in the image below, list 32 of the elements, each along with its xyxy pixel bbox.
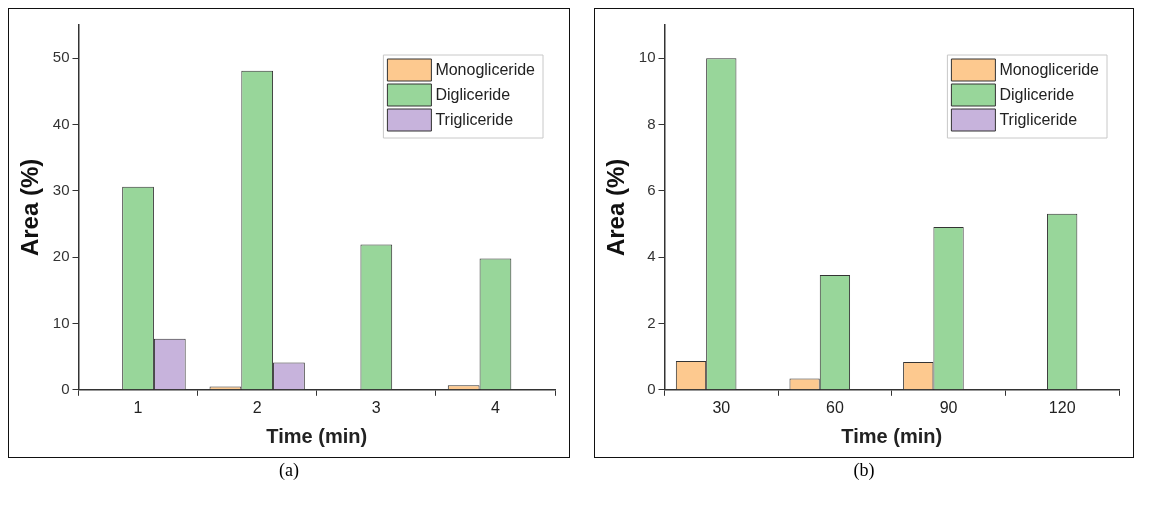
legend-label: Digliceride [435,86,511,104]
y-tick-label: 6 [647,180,656,198]
y-tick-label: 0 [61,379,70,397]
y-axis-title: Area (%) [602,158,630,257]
x-tick-label: 120 [1048,398,1076,416]
x-tick-label: 4 [490,398,500,416]
x-tick-label: 60 [826,398,844,416]
x-tick-label: 3 [371,398,381,416]
y-tick-label: 40 [52,114,70,132]
y-tick-label: 0 [647,379,656,397]
y-tick-label: 10 [52,313,70,331]
text: (b) [852,460,876,481]
y-axis-title: Area (%) [16,158,44,257]
y-tick-label: 10 [638,48,656,66]
y-tick-label: 30 [52,180,70,198]
y-tick-label: 50 [52,48,70,66]
y-tick-label: 2 [647,313,656,331]
x-tick-label: 90 [939,398,958,416]
legend-label: Trigliceride [999,111,1078,129]
legend-label: Digliceride [999,86,1075,104]
x-axis-title: Time (min) [841,424,943,447]
x-axis-title: Time (min) [266,424,368,447]
x-tick-label: 2 [252,398,262,416]
x-tick-label: 30 [712,398,731,416]
y-tick-label: 4 [647,247,656,265]
legend-label: Trigliceride [435,111,514,129]
x-tick-label: 1 [133,398,143,416]
text: (a) [278,460,300,481]
y-tick-label: 8 [647,114,656,132]
legend-label: Monogliceride [435,61,536,79]
legend-label: Monogliceride [999,61,1100,79]
y-tick-label: 20 [52,247,70,265]
